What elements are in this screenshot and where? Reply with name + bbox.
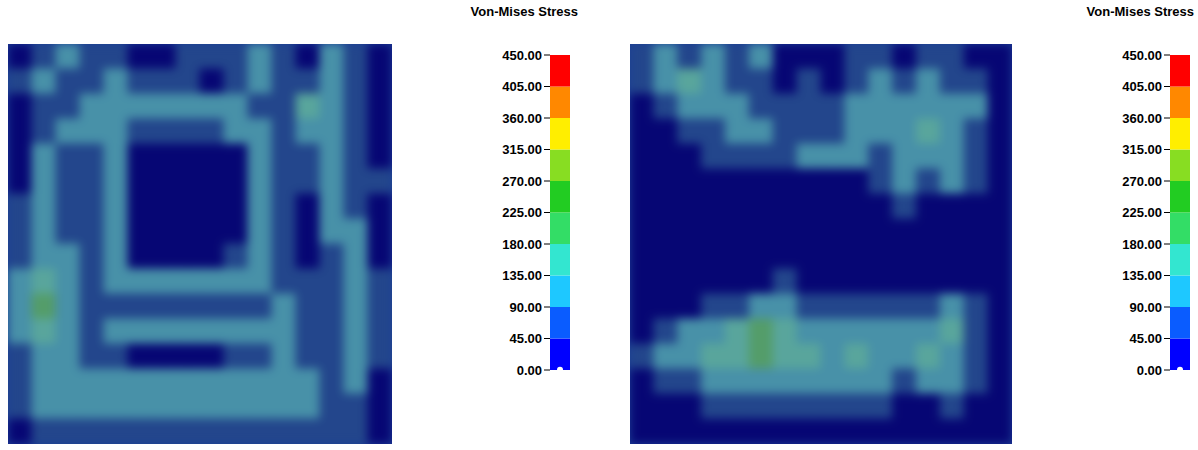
svg-text:0.00: 0.00 — [517, 363, 542, 378]
svg-text:90.00: 90.00 — [1129, 300, 1162, 315]
svg-text:360.00: 360.00 — [502, 111, 542, 126]
svg-text:45.00: 45.00 — [509, 331, 542, 346]
html-text:Von-Mises Stress: Von-Mises Stress — [1086, 4, 1194, 19]
svg-text:315.00: 315.00 — [502, 142, 542, 157]
svg-text:225.00: 225.00 — [1122, 205, 1162, 220]
svg-text:90.00: 90.00 — [509, 300, 542, 315]
svg-text:135.00: 135.00 — [1122, 268, 1162, 283]
svg-text:270.00: 270.00 — [1122, 174, 1162, 189]
html-text:Von-Mises Stress: Von-Mises Stress — [470, 4, 578, 19]
svg-text:405.00: 405.00 — [1122, 79, 1162, 94]
svg-text:450.00: 450.00 — [1122, 48, 1162, 63]
svg-text:450.00: 450.00 — [502, 48, 542, 63]
svg-text:405.00: 405.00 — [502, 79, 542, 94]
svg-text:180.00: 180.00 — [502, 237, 542, 252]
svg-text:45.00: 45.00 — [1129, 331, 1162, 346]
svg-text:360.00: 360.00 — [1122, 111, 1162, 126]
svg-text:225.00: 225.00 — [502, 205, 542, 220]
svg-text:135.00: 135.00 — [502, 268, 542, 283]
svg-text:0.00: 0.00 — [1137, 363, 1162, 378]
svg-text:270.00: 270.00 — [502, 174, 542, 189]
svg-text:180.00: 180.00 — [1122, 237, 1162, 252]
svg-text:315.00: 315.00 — [1122, 142, 1162, 157]
